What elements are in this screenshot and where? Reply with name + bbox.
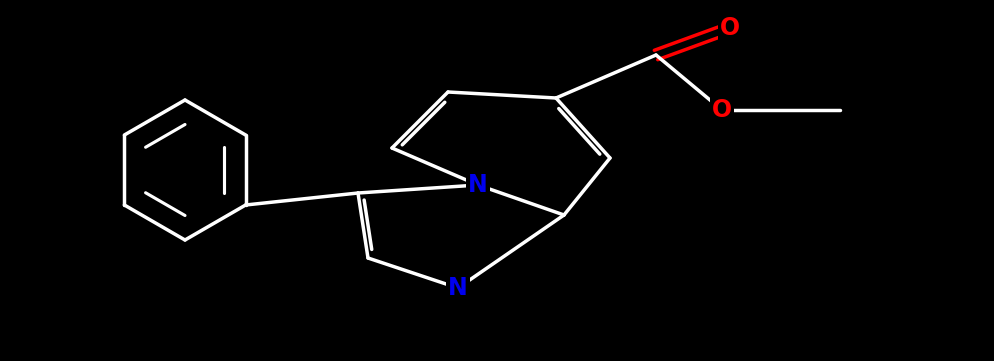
- Text: N: N: [448, 276, 468, 300]
- Text: N: N: [468, 173, 488, 197]
- Text: O: O: [712, 98, 732, 122]
- Text: O: O: [720, 16, 741, 40]
